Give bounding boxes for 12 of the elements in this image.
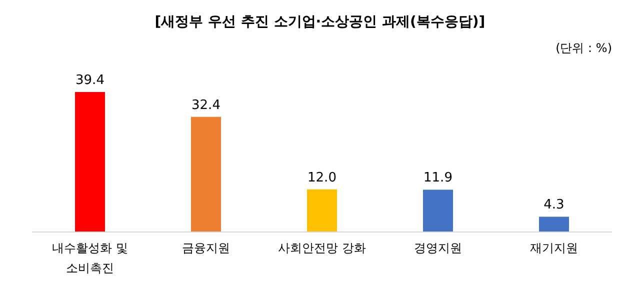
x-tick-label: 경영지원 [414, 241, 462, 255]
x-tick-label: 금융지원 [182, 241, 230, 255]
x-tick-label: 재기지원 [530, 241, 578, 255]
data-label: 4.3 [544, 198, 564, 213]
data-label: 11.9 [424, 170, 452, 186]
chart-title: [새정부 우선 추진 소기업·소상공인 과제(복수응답)] [154, 14, 486, 30]
data-label: 39.4 [76, 73, 104, 88]
data-label: 12.0 [308, 170, 336, 186]
x-tick-label: 사회안전망 강화 [278, 241, 366, 255]
x-tick-label: 내수활성화 및 소비촉진 [52, 241, 128, 275]
text: (단위 : %) [556, 41, 612, 55]
data-label: 32.4 [192, 98, 220, 113]
